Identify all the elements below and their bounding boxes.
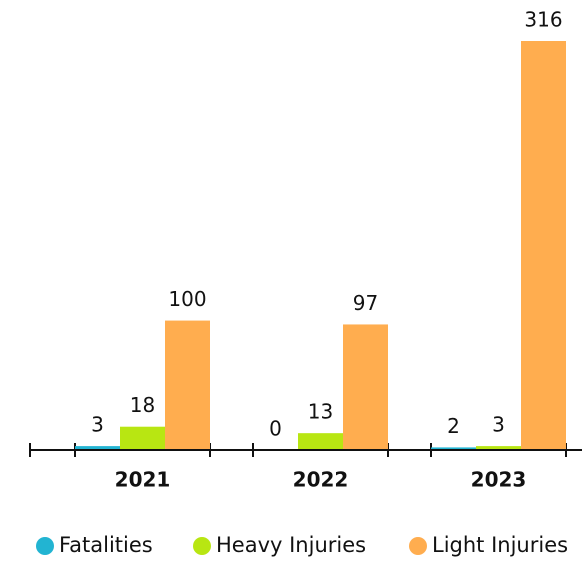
value-label: 18 — [130, 393, 155, 417]
legend-label: Light Injuries — [432, 533, 568, 557]
bar — [521, 41, 566, 449]
bar — [476, 446, 521, 449]
value-label: 3 — [91, 413, 104, 437]
value-label: 100 — [168, 287, 206, 311]
value-label: 2 — [447, 414, 460, 438]
bar — [120, 426, 165, 449]
bar — [165, 320, 210, 449]
legend-label: Heavy Injuries — [216, 533, 366, 557]
legend-marker — [193, 537, 211, 555]
legend-marker — [36, 537, 54, 555]
value-label: 13 — [308, 400, 333, 424]
x-tick-label: 2021 — [115, 468, 171, 492]
bar — [298, 433, 343, 449]
value-label: 97 — [353, 291, 378, 315]
bar — [431, 447, 476, 449]
value-label: 0 — [269, 417, 282, 441]
bar — [343, 324, 388, 449]
legend-marker — [409, 537, 427, 555]
x-tick-label: 2022 — [293, 468, 349, 492]
x-tick-label: 2023 — [471, 468, 527, 492]
value-label: 316 — [524, 8, 562, 32]
legend-label: Fatalities — [59, 533, 153, 557]
value-label: 3 — [492, 413, 505, 437]
bar — [75, 446, 120, 449]
